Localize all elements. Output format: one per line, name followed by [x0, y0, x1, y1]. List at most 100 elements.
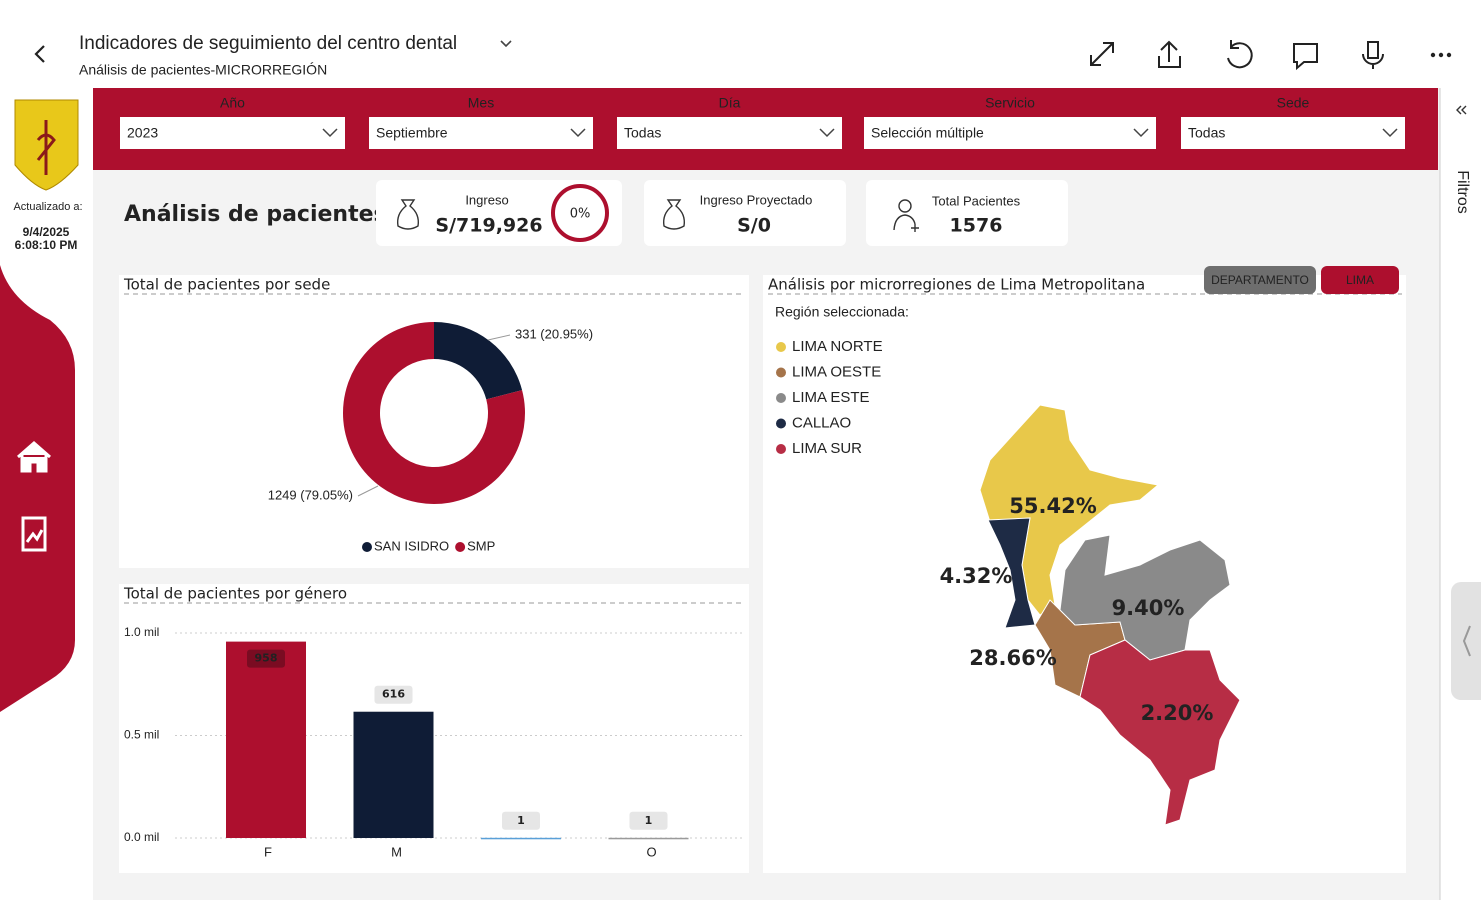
filter-dropdown[interactable] — [369, 117, 593, 149]
filter-value: Todas — [1188, 125, 1225, 141]
legend-swatch — [776, 342, 786, 352]
filter-pane — [1440, 88, 1481, 900]
money-bag-icon — [396, 199, 420, 230]
legend-swatch — [776, 393, 786, 403]
filter-dropdown[interactable] — [864, 117, 1156, 149]
map-region[interactable] — [1059, 534, 1231, 661]
region-label: 55.42% — [1009, 494, 1096, 518]
pane-collapse[interactable] — [1456, 105, 1467, 115]
filter-label: Sede — [1277, 95, 1310, 111]
page-title: Análisis de pacientes — [124, 202, 387, 227]
region-label: 2.20% — [1141, 701, 1214, 725]
y-tick-label: 0.5 mil — [124, 728, 159, 742]
charts: Total de pacientes por sede 331 (20.95%) 1… — [123, 266, 1399, 859]
y-tick-label: 0.0 mil — [124, 830, 159, 844]
bar — [481, 837, 561, 840]
toggle-label: LIMA — [1346, 273, 1374, 287]
money-bag-icon — [662, 199, 686, 230]
filters: Año 2023 Mes Septiembre Día Todas ServicioSele… — [120, 95, 1405, 149]
filter-label: Servicio — [985, 95, 1035, 111]
toggle-button[interactable] — [1204, 266, 1316, 294]
toolbar — [1090, 40, 1384, 71]
reset-icon[interactable] — [1227, 40, 1253, 69]
kpi-icons — [396, 199, 919, 232]
chart-title: Total de pacientes por género — [123, 585, 347, 603]
data-label: 1 — [645, 814, 653, 827]
chart-title: Total de pacientes por sede — [123, 276, 330, 294]
filter-label: Año — [220, 95, 245, 111]
leader-line — [357, 485, 379, 497]
data-label-box — [247, 649, 285, 668]
filter-value: Septiembre — [376, 125, 448, 141]
data-label: 331 (20.95%) — [515, 326, 593, 341]
mic-icon[interactable] — [1362, 41, 1384, 69]
comment-icon[interactable] — [1293, 43, 1318, 71]
bar — [226, 641, 306, 838]
region-label: 9.40% — [1112, 596, 1185, 620]
dropdown-chevron — [1382, 128, 1398, 138]
bar — [608, 837, 689, 840]
legend-swatch — [776, 444, 786, 454]
kpi-value: S/0 — [737, 215, 771, 237]
updated-label: Actualizado a: — [13, 201, 82, 213]
donut-slice — [342, 322, 525, 504]
legend-swatch — [362, 542, 372, 552]
map-region[interactable] — [1079, 639, 1241, 826]
legend-label[interactable]: LIMA ESTE — [792, 389, 870, 406]
report-title[interactable]: Indicadores de seguimiento del centro de… — [79, 33, 457, 54]
legend-label[interactable]: LIMA OESTE — [792, 363, 881, 380]
donut-panel — [119, 275, 749, 568]
y-tick-label: 1.0 mil — [124, 625, 159, 639]
more-icon[interactable] — [1430, 52, 1452, 58]
person-icon — [898, 199, 912, 213]
report-subtitle: Análisis de pacientes-MICRORREGIÓN — [79, 62, 327, 78]
updated-time: 6:08:10 PM — [15, 238, 78, 252]
kpi-gauge — [551, 184, 609, 242]
kpi-card — [644, 180, 846, 246]
legend-label: SAN ISIDRO — [374, 538, 449, 553]
legend-label[interactable]: LIMA NORTE — [792, 338, 883, 355]
chart-title: Análisis por microrregiones de Lima Metr… — [768, 276, 1145, 294]
toggle-label: DEPARTAMENTO — [1211, 273, 1309, 287]
x-tick-label: M — [391, 844, 402, 859]
x-tick-label: F — [264, 844, 272, 859]
data-label: 958 — [255, 652, 278, 665]
legend-label[interactable]: CALLAO — [792, 414, 851, 431]
data-label: 616 — [382, 688, 405, 701]
filter-dropdown[interactable] — [120, 117, 345, 149]
dropdown-chevron — [1133, 128, 1149, 138]
kpi-value: S/719,926 — [435, 215, 542, 237]
filter-dropdown[interactable] — [1181, 117, 1405, 149]
selection-label: Región seleccionada: — [775, 304, 909, 320]
map-region[interactable] — [987, 517, 1036, 629]
logo-emblem — [36, 120, 56, 175]
dropdown-chevron — [819, 128, 835, 138]
back-button[interactable] — [34, 45, 45, 63]
title-chevron[interactable] — [500, 40, 512, 48]
legend-swatch — [776, 418, 786, 429]
updated-date: 9/4/2025 — [23, 225, 70, 239]
kpi-label: Ingreso — [465, 192, 508, 207]
expand-icon[interactable] — [1090, 42, 1114, 66]
bar — [353, 711, 434, 838]
filter-dropdown[interactable] — [617, 117, 842, 149]
toggle-button[interactable] — [1321, 266, 1399, 294]
filter-value: Todas — [624, 125, 661, 141]
data-label: 1249 (79.05%) — [268, 487, 353, 502]
filter-value: 2023 — [127, 125, 158, 141]
handle-chevron — [1462, 625, 1471, 657]
home-icon[interactable] — [17, 441, 51, 473]
donut-slice — [434, 322, 523, 400]
side-handle[interactable] — [1451, 582, 1481, 700]
kpi-label: Total Pacientes — [932, 193, 1021, 208]
filter-pane-label[interactable]: Filtros — [1454, 170, 1471, 214]
legend-swatch — [776, 367, 786, 378]
legend-label[interactable]: LIMA SUR — [792, 440, 862, 457]
filter-value: Selección múltiple — [871, 125, 984, 141]
dropdown-chevron — [570, 128, 586, 138]
x-tick-label: O — [646, 844, 656, 859]
data-label-box — [502, 811, 540, 830]
report-icon[interactable] — [21, 516, 47, 552]
share-icon[interactable] — [1158, 40, 1181, 68]
